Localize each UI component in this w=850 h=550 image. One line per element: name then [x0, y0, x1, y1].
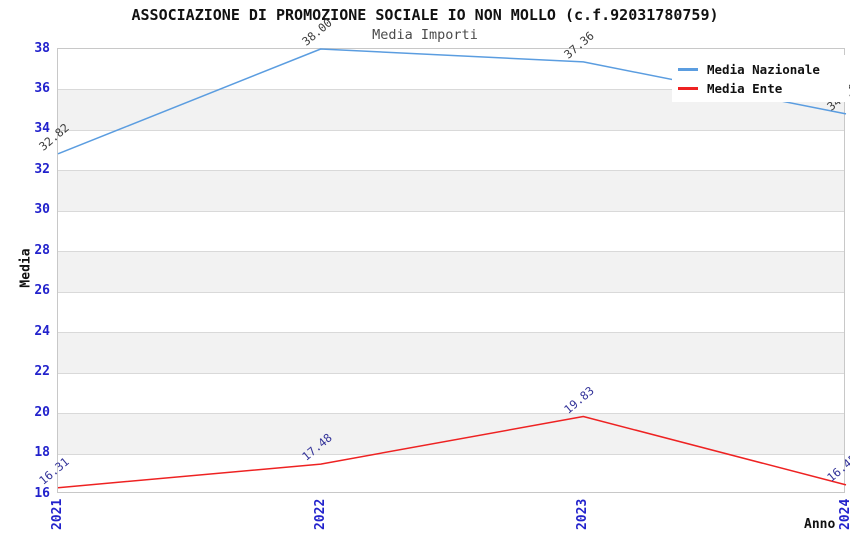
series-line — [57, 415, 847, 489]
x-tick-label: 2021 — [50, 498, 65, 530]
legend-item: Media Ente — [678, 79, 849, 98]
grid-band — [58, 332, 844, 373]
y-tick-label: 34 — [34, 121, 50, 137]
series-lines — [57, 48, 847, 489]
legend-item: Media Nazionale — [678, 60, 849, 79]
grid-band — [58, 129, 844, 170]
legend-label: Media Ente — [707, 81, 783, 96]
y-tick-label: 38 — [34, 40, 50, 56]
plot-area — [57, 48, 847, 494]
legend-label: Media Nazionale — [707, 62, 820, 77]
y-tick-label: 24 — [34, 323, 50, 339]
grid-band — [58, 413, 844, 454]
legend-line-marker — [678, 87, 698, 90]
y-tick-label: 16 — [34, 485, 50, 501]
y-tick-label: 36 — [34, 80, 50, 96]
y-tick-label: 20 — [34, 404, 50, 420]
grid-band — [58, 210, 844, 251]
legend-line-marker — [678, 68, 698, 71]
y-tick-label: 30 — [34, 202, 50, 218]
x-tick-label: 2022 — [312, 498, 328, 530]
chart-title: ASSOCIAZIONE DI PROMOZIONE SOCIALE IO NO… — [131, 6, 719, 24]
grid-band — [58, 453, 844, 494]
chart-subtitle: Media Importi — [372, 27, 478, 43]
y-tick-label: 32 — [34, 161, 50, 177]
y-tick-label: 28 — [34, 242, 50, 258]
y-axis-title: Media — [18, 248, 34, 288]
legend: Media Nazionale Media Ente — [672, 55, 849, 102]
x-tick-label: 2024 — [838, 498, 850, 530]
y-tick-label: 22 — [34, 364, 50, 380]
y-tick-label: 18 — [34, 445, 50, 461]
grid-band — [58, 170, 844, 211]
x-axis-title: Anno — [804, 517, 836, 532]
grid-band — [58, 291, 844, 332]
y-tick-label: 26 — [34, 283, 50, 299]
x-tick-label: 2023 — [575, 498, 591, 530]
grid-band — [58, 372, 844, 413]
grid-band — [58, 251, 844, 292]
